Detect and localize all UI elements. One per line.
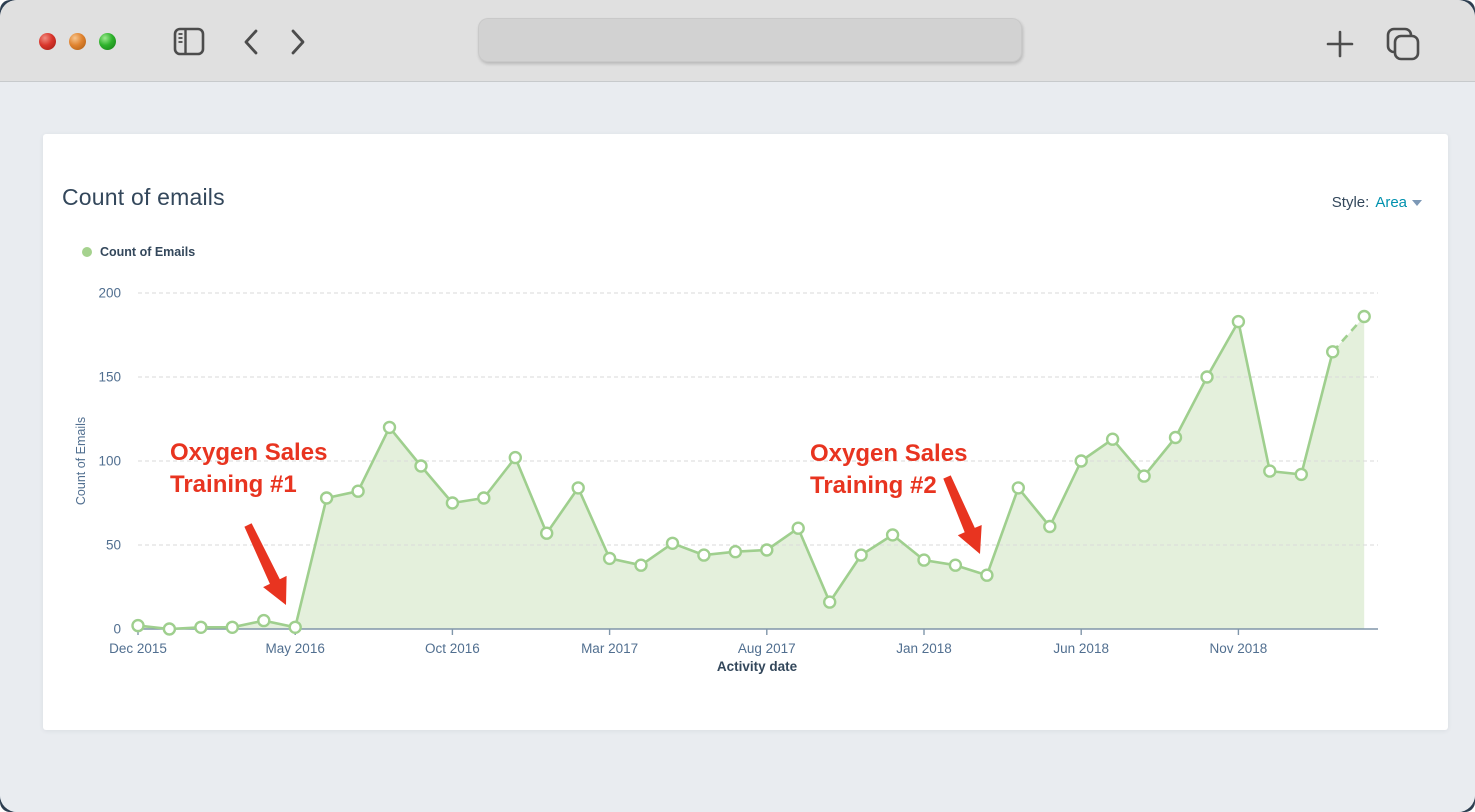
data-point[interactable] — [225, 620, 240, 634]
x-axis-tick-label: Dec 2015 — [109, 641, 167, 656]
forward-icon[interactable] — [287, 28, 309, 56]
zoom-window-button[interactable] — [99, 32, 116, 50]
data-point[interactable] — [885, 528, 900, 542]
data-point[interactable] — [257, 613, 271, 628]
sidebar-toggle-icon[interactable] — [172, 25, 206, 57]
back-icon[interactable] — [240, 28, 262, 56]
style-selector: Style: Area — [1332, 194, 1422, 211]
data-point[interactable] — [162, 622, 177, 636]
data-point[interactable] — [1294, 467, 1309, 482]
data-point[interactable] — [602, 551, 617, 566]
data-point[interactable] — [288, 620, 302, 634]
data-point[interactable] — [980, 568, 994, 582]
x-axis-tick-label: May 2016 — [266, 641, 325, 656]
data-point[interactable] — [634, 558, 648, 572]
report-title: Count of emails — [62, 184, 225, 210]
y-axis-tick-label: 0 — [113, 622, 121, 637]
y-axis-tick-label: 100 — [98, 454, 121, 469]
x-axis-tick-label: Jan 2018 — [896, 641, 952, 656]
data-point[interactable] — [351, 484, 365, 498]
data-point[interactable] — [1043, 519, 1057, 534]
data-point[interactable] — [1168, 430, 1183, 445]
y-axis-tick-label: 200 — [98, 286, 121, 301]
data-point[interactable] — [508, 450, 522, 465]
data-point[interactable] — [917, 553, 931, 567]
close-window-button[interactable] — [39, 32, 56, 50]
y-axis-title: Count of Emails — [74, 417, 88, 505]
annotation-text: Training #1 — [170, 471, 297, 498]
x-axis-title: Activity date — [717, 659, 798, 674]
data-point[interactable] — [382, 420, 397, 435]
data-point[interactable] — [728, 545, 743, 559]
annotation-arrow-icon — [244, 523, 287, 605]
y-axis-tick-label: 50 — [106, 538, 121, 553]
data-point[interactable] — [665, 536, 680, 550]
data-point[interactable] — [571, 481, 585, 495]
legend-swatch — [82, 247, 92, 257]
chart-area-fill — [138, 316, 1365, 629]
x-axis-tick-label: Aug 2017 — [738, 641, 796, 656]
legend-label: Count of Emails — [100, 245, 196, 259]
data-point[interactable] — [477, 491, 491, 505]
data-point[interactable] — [1011, 481, 1025, 495]
data-point[interactable] — [1137, 469, 1151, 483]
data-point[interactable] — [948, 558, 963, 572]
report-card: Count of emails Style: Area Count of Emai… — [43, 134, 1448, 730]
data-point[interactable] — [1263, 464, 1277, 478]
tab-overview-icon[interactable] — [1384, 25, 1422, 63]
data-point[interactable] — [1357, 309, 1371, 324]
data-point[interactable] — [1105, 432, 1120, 446]
data-point[interactable] — [1231, 314, 1246, 329]
data-point[interactable] — [445, 496, 460, 510]
x-axis-tick-label: Jun 2018 — [1053, 641, 1109, 656]
y-axis-tick-label: 150 — [98, 370, 121, 385]
x-axis-tick-label: Nov 2018 — [1210, 641, 1268, 656]
data-point[interactable] — [1325, 345, 1340, 359]
data-point[interactable] — [697, 548, 711, 562]
data-point[interactable] — [854, 548, 868, 562]
x-axis-tick-label: Mar 2017 — [581, 641, 638, 656]
data-point[interactable] — [1200, 370, 1214, 384]
data-point[interactable] — [414, 459, 428, 473]
data-point[interactable] — [823, 595, 837, 609]
annotation-text: Oxygen Sales — [170, 439, 327, 466]
data-point[interactable] — [319, 491, 334, 505]
data-point[interactable] — [194, 620, 208, 634]
chart-line-projection — [1331, 315, 1366, 353]
page-content: Count of emails Style: Area Count of Emai… — [0, 82, 1475, 812]
annotation-text: Training #2 — [810, 472, 937, 499]
x-axis-tick-label: Oct 2016 — [425, 641, 480, 656]
area-chart: 0 50 100 150 200 Dec 2015 May 2016 Oct 2016 Mar … — [74, 286, 1378, 674]
annotation-text: Oxygen Sales — [810, 440, 967, 467]
new-tab-icon[interactable] — [1325, 29, 1355, 59]
data-point[interactable] — [540, 526, 554, 540]
minimize-window-button[interactable] — [69, 32, 86, 50]
style-label: Style: — [1331, 194, 1370, 211]
chart-legend: Count of Emails — [82, 245, 195, 259]
style-value-dropdown[interactable]: Area — [1375, 194, 1407, 211]
data-point[interactable] — [1074, 454, 1088, 468]
address-bar[interactable] — [478, 18, 1022, 62]
chevron-down-icon[interactable] — [1412, 200, 1422, 207]
data-point[interactable] — [791, 521, 805, 535]
annotation-arrow-icon — [943, 475, 982, 554]
browser-toolbar — [0, 0, 1475, 82]
data-point[interactable] — [131, 618, 145, 633]
data-point[interactable] — [760, 543, 774, 557]
